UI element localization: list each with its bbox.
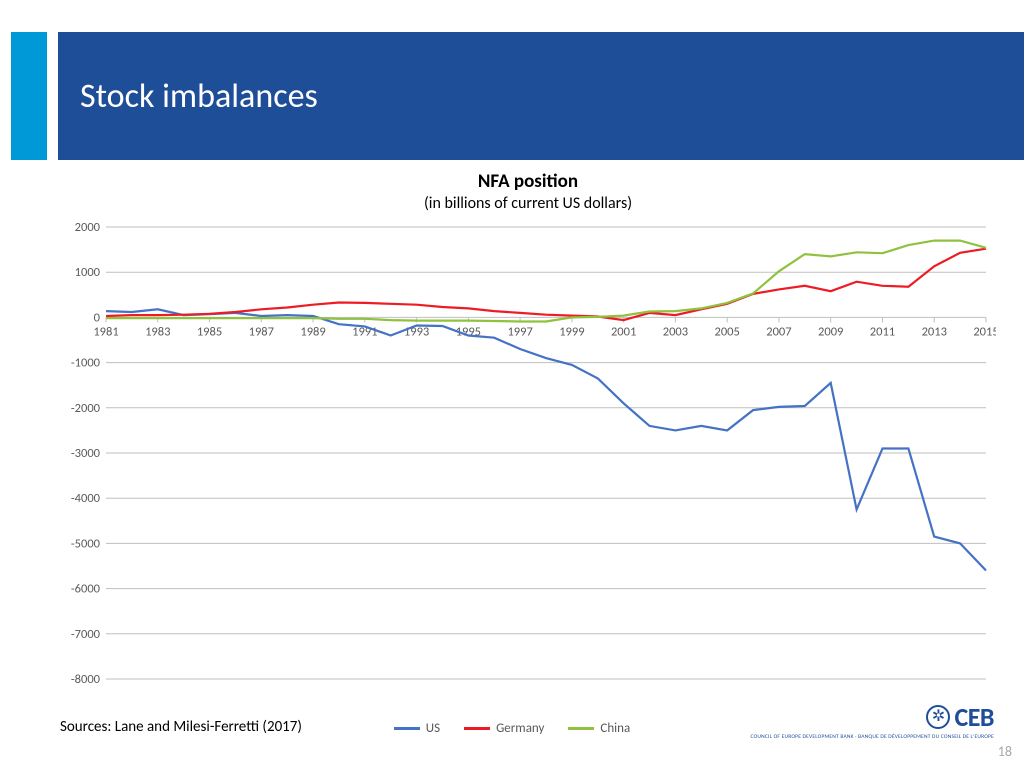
logo-subtitle: COUNCIL OF EUROPE DEVELOPMENT BANK · BAN…	[751, 734, 995, 740]
svg-text:-2000: -2000	[71, 401, 101, 416]
series-germany	[106, 249, 986, 320]
svg-text:2000: 2000	[75, 220, 101, 235]
legend-label: US	[426, 721, 440, 736]
svg-text:1981: 1981	[93, 324, 118, 339]
legend-label: Germany	[496, 721, 544, 736]
svg-text:-6000: -6000	[71, 582, 101, 597]
logo: ✲ CEB COUNCIL OF EUROPE DEVELOPMENT BANK…	[751, 701, 995, 740]
svg-text:2003: 2003	[663, 324, 688, 339]
svg-text:2009: 2009	[818, 324, 843, 339]
svg-text:-8000: -8000	[71, 672, 101, 687]
svg-text:2011: 2011	[870, 324, 895, 339]
svg-text:0: 0	[94, 310, 101, 325]
chart-subtitle: (in billions of current US dollars)	[60, 194, 996, 213]
svg-text:1985: 1985	[197, 324, 222, 339]
line-chart: -8000 -7000 -6000 -5000 -4000 -3000 -2000 -1000…	[60, 219, 996, 703]
chart-title: NFA position	[60, 170, 996, 193]
svg-text:1983: 1983	[145, 324, 170, 339]
sources-text: Sources: Lane and Milesi-Ferretti (2017)	[60, 718, 302, 736]
svg-text:2015: 2015	[973, 324, 996, 339]
svg-text:1987: 1987	[249, 324, 274, 339]
svg-text:1999: 1999	[559, 324, 584, 339]
svg-text:1000: 1000	[75, 265, 101, 280]
svg-text:1997: 1997	[507, 324, 532, 339]
series-china	[106, 241, 986, 322]
legend-swatch-icon	[464, 727, 490, 730]
legend-swatch-icon	[568, 727, 594, 730]
chart-area: NFA position (in billions of current US …	[60, 170, 996, 708]
svg-text:2007: 2007	[766, 324, 791, 339]
svg-text:2001: 2001	[611, 324, 636, 339]
legend-item-china: China	[568, 721, 630, 736]
legend-label: China	[600, 721, 630, 736]
title-bar: Stock imbalances	[58, 32, 1024, 160]
legend-swatch-icon	[394, 727, 420, 730]
svg-text:-4000: -4000	[71, 491, 101, 506]
page-number: 18	[998, 743, 1012, 760]
svg-text:1989: 1989	[300, 324, 325, 339]
accent-bar	[11, 32, 47, 160]
svg-text:-3000: -3000	[71, 446, 101, 461]
legend-item-germany: Germany	[464, 721, 544, 736]
slide: Stock imbalances NFA position (in billio…	[0, 0, 1024, 768]
svg-text:2005: 2005	[715, 324, 740, 339]
svg-text:-5000: -5000	[71, 536, 101, 551]
logo-name: CEB	[954, 701, 994, 733]
svg-text:2013: 2013	[922, 324, 947, 339]
legend-item-us: US	[394, 721, 440, 736]
plot-wrap: -8000 -7000 -6000 -5000 -4000 -3000 -2000 -1000…	[60, 219, 996, 703]
svg-text:-1000: -1000	[71, 356, 101, 371]
logo-emblem-icon: ✲	[926, 705, 950, 729]
slide-title: Stock imbalances	[80, 76, 318, 117]
svg-text:-7000: -7000	[71, 627, 101, 642]
series-us	[106, 309, 986, 570]
